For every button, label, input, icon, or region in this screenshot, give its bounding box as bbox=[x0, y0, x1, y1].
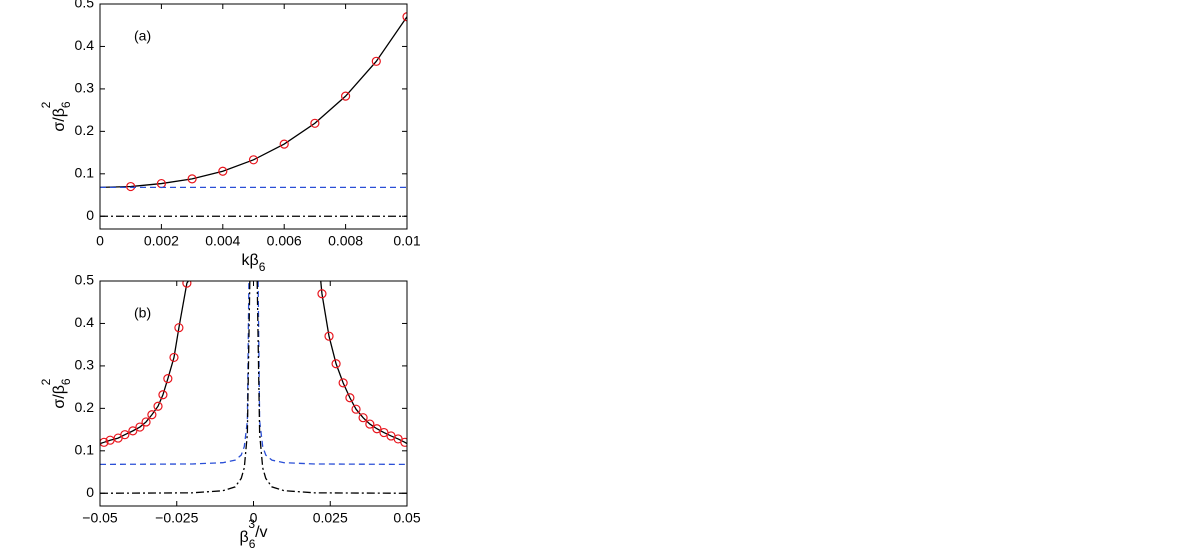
x-tick-label: 0.004 bbox=[205, 233, 240, 249]
curve bbox=[100, 281, 407, 494]
x-axis-label-sub: 6 bbox=[259, 260, 266, 274]
marker bbox=[341, 91, 351, 101]
y-tick-label: 0.5 bbox=[75, 272, 95, 288]
y-tick-label: 0.2 bbox=[75, 122, 95, 138]
y-tick-label: 0.3 bbox=[75, 80, 95, 96]
y-axis-label: σ/β62 bbox=[39, 101, 73, 132]
axes-box bbox=[99, 280, 408, 507]
x-tick-label: −0.025 bbox=[155, 510, 198, 526]
x-axis-label-sup: 3 bbox=[248, 517, 255, 531]
marker bbox=[331, 359, 341, 369]
marker bbox=[153, 401, 163, 411]
marker bbox=[218, 166, 228, 176]
marker bbox=[351, 404, 361, 414]
marker bbox=[317, 289, 327, 299]
marker bbox=[120, 430, 130, 440]
marker bbox=[358, 413, 368, 423]
x-tick-label: 0.008 bbox=[328, 233, 363, 249]
marker bbox=[174, 323, 184, 333]
annotation: (a) bbox=[134, 28, 151, 44]
x-tick-label: 0 bbox=[250, 510, 258, 526]
marker bbox=[158, 390, 168, 400]
x-tick-label: 0.006 bbox=[267, 233, 302, 249]
y-axis-label-sub: 6 bbox=[59, 378, 73, 385]
x-tick-label: 0.002 bbox=[144, 233, 179, 249]
plot-area bbox=[100, 281, 407, 494]
marker bbox=[141, 417, 151, 427]
y-axis-label: σ/β62 bbox=[39, 378, 73, 409]
y-tick-label: 0.5 bbox=[75, 0, 95, 11]
marker bbox=[126, 181, 136, 192]
y-tick-label: 0 bbox=[86, 207, 94, 223]
marker bbox=[279, 139, 289, 149]
x-axis-label: kβ6 bbox=[242, 252, 266, 274]
y-axis-label-sup: 2 bbox=[39, 101, 53, 108]
x-axis-label-text: kβ bbox=[242, 252, 259, 269]
y-axis-label-text: σ/β bbox=[51, 385, 68, 409]
axes-box bbox=[99, 3, 408, 230]
marker bbox=[372, 424, 382, 434]
marker bbox=[371, 56, 381, 66]
y-tick-label: 0.3 bbox=[75, 357, 95, 373]
marker bbox=[345, 393, 355, 403]
y-tick-label: 0.4 bbox=[75, 314, 95, 330]
x-tick-label: 0.025 bbox=[313, 510, 348, 526]
marker bbox=[365, 419, 375, 429]
annotation: (b) bbox=[134, 305, 151, 321]
curve bbox=[100, 16, 407, 189]
y-tick-label: 0.1 bbox=[75, 165, 95, 181]
marker bbox=[310, 118, 320, 128]
x-tick-label: −0.05 bbox=[82, 510, 118, 526]
y-axis-label-sub: 6 bbox=[59, 101, 73, 108]
marker bbox=[248, 155, 259, 165]
y-tick-label: 0.4 bbox=[75, 37, 95, 53]
x-axis-label-tail: /v bbox=[255, 524, 267, 541]
panel: −0.05 −0.025 0 0.025 0.05 0 0.1 0.2 0.3 0.4 0.5 (b)… bbox=[39, 272, 421, 551]
marker bbox=[147, 410, 157, 420]
marker bbox=[182, 281, 192, 288]
plot-area bbox=[100, 12, 407, 217]
y-axis-label-text: σ/β bbox=[51, 108, 68, 132]
x-axis-label-text: β bbox=[239, 529, 248, 546]
y-tick-label: 0.1 bbox=[75, 442, 95, 458]
marker bbox=[135, 422, 145, 432]
y-tick-label: 0.2 bbox=[75, 399, 95, 415]
x-axis-label-sub: 6 bbox=[249, 537, 256, 551]
marker bbox=[400, 437, 407, 447]
marker bbox=[338, 378, 348, 388]
panel: 0 0.002 0.004 0.006 0.008 0.01 0 0.1 0.2 0.3 0.4 0.… bbox=[39, 0, 421, 274]
marker bbox=[169, 352, 179, 363]
marker bbox=[100, 437, 109, 447]
y-axis-label-sup: 2 bbox=[39, 378, 53, 385]
y-tick-label: 0 bbox=[86, 484, 94, 500]
marker bbox=[163, 374, 173, 384]
x-tick-label: 0.01 bbox=[393, 233, 420, 249]
marker bbox=[402, 12, 407, 22]
marker bbox=[187, 174, 197, 184]
x-axis-label: β6 3/v bbox=[239, 517, 267, 551]
marker bbox=[128, 426, 138, 436]
marker bbox=[324, 331, 334, 341]
x-tick-label: 0.05 bbox=[393, 510, 420, 526]
x-tick-label: 0 bbox=[96, 233, 104, 249]
